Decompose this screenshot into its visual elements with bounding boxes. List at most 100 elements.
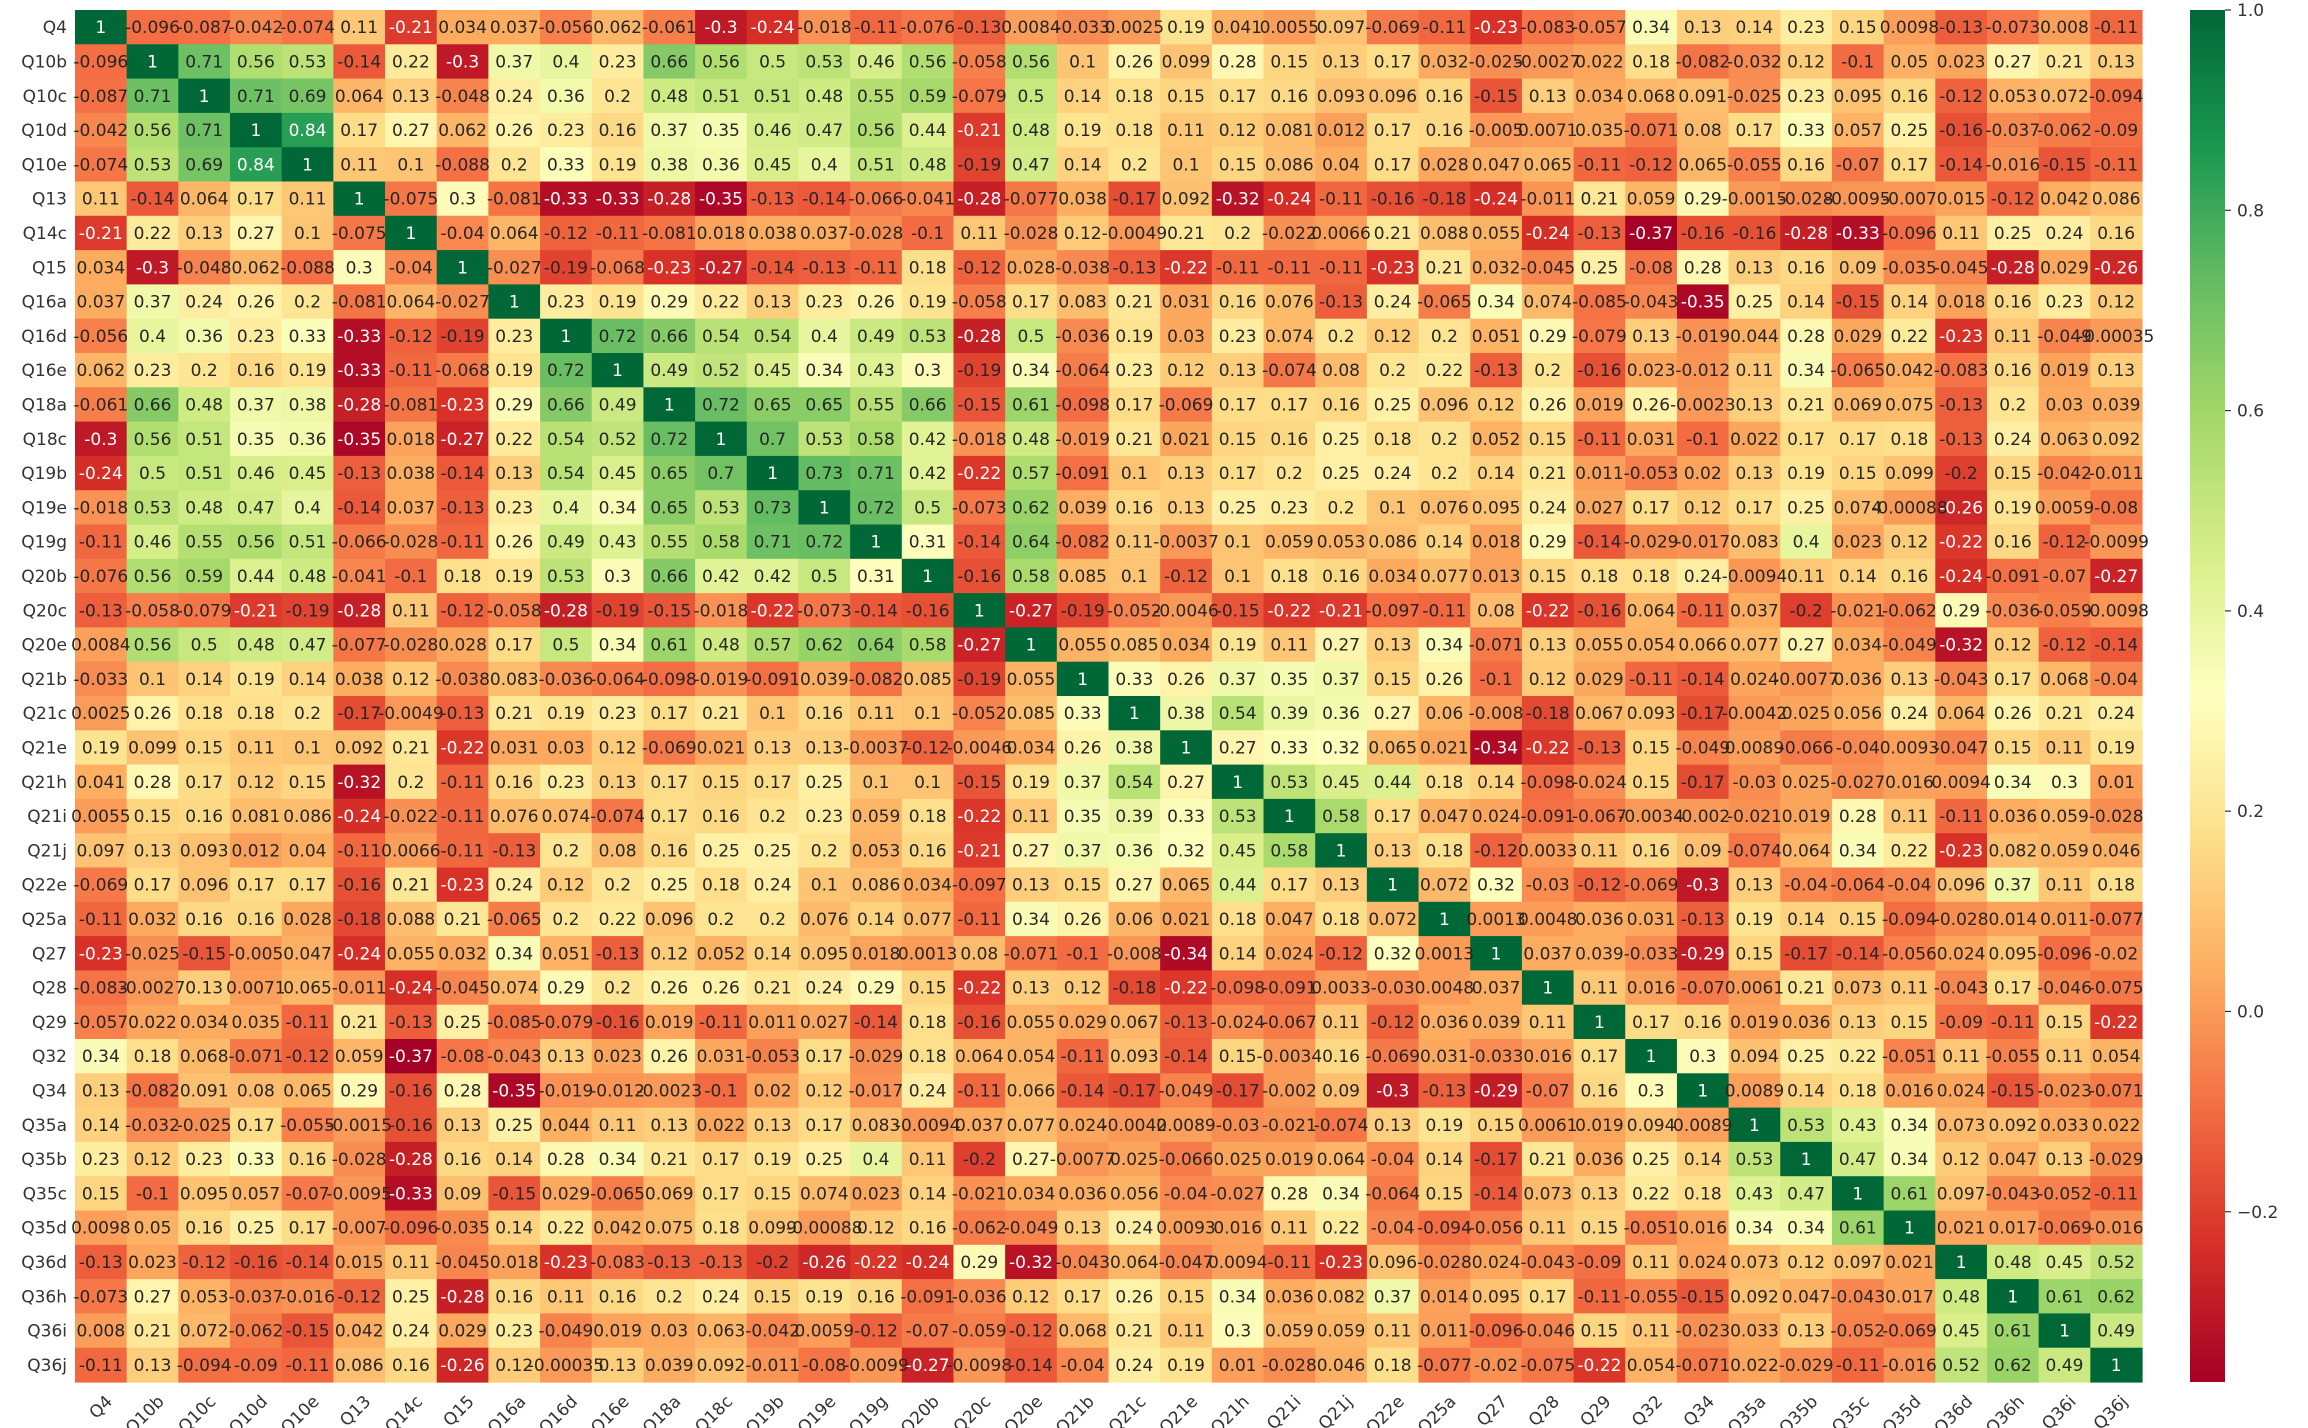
cell-value-label: -0.028 <box>383 636 438 656</box>
cell-value-label: 0.092 <box>1730 1287 1779 1307</box>
cell-value-label: 0.21 <box>1374 224 1412 244</box>
cell-value-label: -0.11 <box>2094 18 2138 38</box>
cell-value-label: 0.097 <box>1937 1184 1986 1204</box>
cell-value-label: -0.033 <box>1055 18 1110 38</box>
cell-value-label: 0.13 <box>1167 464 1205 484</box>
cell-value-label: 0.14 <box>495 1150 533 1170</box>
cell-value-label: 0.34 <box>1322 1184 1360 1204</box>
heatmap-cell <box>540 181 593 217</box>
cell-value-label: 0.37 <box>237 395 275 415</box>
cell-value-label: 0.12 <box>2097 293 2135 313</box>
cell-value-label: 0.46 <box>134 533 172 553</box>
cell-value-label: 0.13 <box>2046 1150 2084 1170</box>
cell-value-label: 0.064 <box>1937 704 1986 724</box>
cell-value-label: 0.2 <box>759 807 786 827</box>
cell-value-label: 0.5 <box>811 567 838 587</box>
cell-value-label: -0.0046 <box>1153 601 1219 621</box>
heatmap-cell <box>1728 78 1781 114</box>
cell-value-label: 0.2 <box>1121 155 1148 175</box>
cell-value-label: 0.21 <box>1115 1322 1153 1342</box>
cell-value-label: -0.03 <box>1526 876 1570 896</box>
cell-value-label: 0.11 <box>1891 979 1929 999</box>
heatmap-cell <box>281 112 334 148</box>
cell-value-label: 0.024 <box>1472 807 1521 827</box>
cell-value-label: 0.014 <box>1988 910 2037 930</box>
cell-value-label: -0.15 <box>2042 155 2086 175</box>
cell-value-label: 0.53 <box>805 430 843 450</box>
cell-value-label: 0.034 <box>1162 636 1211 656</box>
y-tick-label: Q16d <box>21 327 67 347</box>
cell-value-label: 0.37 <box>1322 670 1360 690</box>
cell-value-label: 0.14 <box>82 1116 120 1136</box>
cell-value-label: -0.074 <box>590 807 645 827</box>
cell-value-label: -0.074 <box>1727 841 1782 861</box>
cell-value-label: 0.13 <box>1012 876 1050 896</box>
heatmap-cell <box>1676 44 1730 80</box>
y-tick-label: Q19b <box>21 464 67 484</box>
cell-value-label: -0.0098 <box>2083 601 2149 621</box>
cell-value-label: 0.015 <box>1937 190 1986 210</box>
cell-value-label: 0.13 <box>2097 361 2135 381</box>
cell-value-label: -0.037 <box>1985 121 2040 141</box>
cell-value-label: 0.081 <box>1265 121 1314 141</box>
cell-value-label: -0.085 <box>487 1013 542 1033</box>
y-tick-label: Q34 <box>32 1081 67 1101</box>
heatmap-cell <box>1573 215 1626 251</box>
cell-value-label: 0.18 <box>2097 876 2135 896</box>
colorbar-tick-label: 0.0 <box>2237 1002 2264 1022</box>
cell-value-label: -0.1 <box>704 1081 737 1101</box>
cell-value-label: 0.1 <box>862 773 889 793</box>
cell-value-label: 1 <box>405 224 416 244</box>
cell-value-label: 0.025 <box>1782 773 1831 793</box>
cell-value-label: 0.011 <box>1575 464 1624 484</box>
heatmap-cell <box>488 250 541 285</box>
heatmap-cell <box>1521 10 1575 45</box>
cell-value-label: 0.064 <box>1317 1150 1366 1170</box>
cell-value-label: 0.84 <box>237 155 275 175</box>
y-tick-label: Q35b <box>21 1150 67 1170</box>
heatmap-cell <box>695 215 748 251</box>
cell-value-label: 0.16 <box>1994 361 2032 381</box>
cell-value-label: 0.15 <box>289 773 327 793</box>
cell-value-label: 0.34 <box>1219 1287 1257 1307</box>
cell-value-label: 0.011 <box>2040 910 2089 930</box>
cell-value-label: 0.036 <box>1988 807 2037 827</box>
heatmap-cell <box>1883 215 1936 251</box>
cell-value-label: 0.18 <box>1632 52 1670 72</box>
cell-value-label: 0.0089 <box>1725 738 1784 758</box>
cell-value-label: 0.21 <box>444 910 482 930</box>
heatmap-cell <box>2090 44 2143 80</box>
cell-value-label: -0.19 <box>441 327 485 347</box>
cell-value-label: 0.49 <box>599 395 637 415</box>
heatmap-cell <box>230 44 283 80</box>
cell-value-label: -0.23 <box>1939 841 1983 861</box>
cell-value-label: 0.11 <box>2046 1047 2084 1067</box>
cell-value-label: 0.45 <box>754 361 792 381</box>
cell-value-label: 0.23 <box>134 361 172 381</box>
x-tick-label: Q34 <box>1680 1392 1719 1428</box>
cell-value-label: 0.66 <box>134 395 172 415</box>
cell-value-label: -0.079 <box>1572 327 1627 347</box>
cell-value-label: -0.14 <box>1061 1081 1105 1101</box>
cell-value-label: -0.15 <box>492 1184 536 1204</box>
cell-value-label: 0.37 <box>134 293 172 313</box>
cell-value-label: 0.16 <box>1322 567 1360 587</box>
cell-value-label: -0.079 <box>177 601 232 621</box>
heatmap-cell <box>540 112 593 148</box>
cell-value-label: -0.17 <box>1681 704 1725 724</box>
cell-value-label: 0.34 <box>1787 1219 1825 1239</box>
cell-value-label: -0.13 <box>596 944 640 964</box>
cell-value-label: 0.068 <box>1058 1322 1107 1342</box>
cell-value-label: 0.041 <box>1213 18 1262 38</box>
cell-value-label: -0.1 <box>394 567 427 587</box>
heatmap-cell <box>695 78 748 114</box>
cell-value-label: -0.087 <box>73 87 128 107</box>
cell-value-label: -0.23 <box>79 944 123 964</box>
y-tick-label: Q16e <box>22 361 67 381</box>
cell-value-label: -0.0015 <box>1722 190 1788 210</box>
cell-value-label: 0.1 <box>1121 464 1148 484</box>
cell-value-label: -0.12 <box>1629 155 1673 175</box>
cell-value-label: 0.17 <box>702 1184 740 1204</box>
heatmap-cell <box>1160 112 1213 148</box>
cell-value-label: -0.041 <box>900 190 955 210</box>
